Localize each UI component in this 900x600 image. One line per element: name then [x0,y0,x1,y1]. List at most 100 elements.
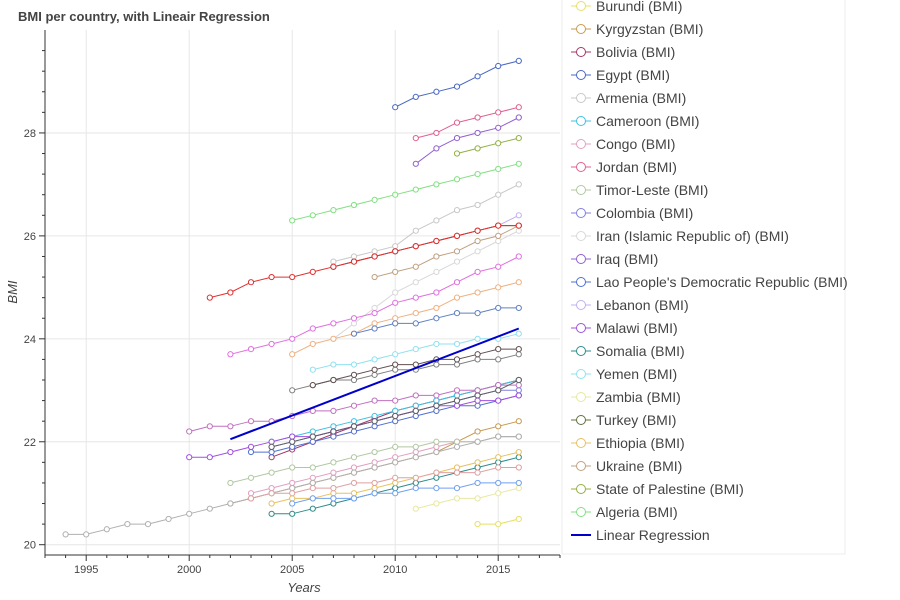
data-point [392,351,399,358]
data-point [453,397,461,404]
data-point [495,109,502,116]
data-point [474,459,481,466]
data-point [433,469,440,476]
data-point [371,423,378,430]
series-line [209,225,519,299]
data-point [371,418,378,425]
legend-item: Colombia (BMI) [571,205,693,221]
data-point [515,114,522,121]
data-point [330,263,337,270]
data-point [433,253,440,260]
data-point [186,454,193,461]
data-point [453,392,461,399]
data-point [392,474,399,481]
data-point [330,484,337,492]
data-point [350,495,358,502]
legend-swatch-marker [576,70,586,80]
data-point [371,196,378,203]
series-line [291,281,519,355]
data-point [392,443,399,451]
data-point [268,454,275,461]
series-line [251,394,519,453]
data-point [309,366,316,373]
data-point [247,418,255,425]
legend-item: Lebanon (BMI) [571,297,689,313]
data-point [412,454,419,461]
data-point [247,474,255,481]
legend-swatch-marker [576,461,586,471]
series-group [230,327,520,441]
legend-label: State of Palestine (BMI) [596,481,744,497]
data-point [495,263,502,270]
data-series [62,57,522,538]
legend-swatch-marker [576,507,586,517]
data-point [495,284,502,291]
data-point [474,521,481,528]
data-point [392,191,399,198]
data-point [371,484,378,492]
data-point [268,448,275,456]
data-point [392,490,399,497]
data-point [309,382,316,389]
data-point [453,83,461,90]
legend-swatch-marker [576,185,586,195]
data-point [227,500,234,507]
data-point [330,433,337,440]
data-point [371,490,378,497]
data-point [453,438,461,445]
data-point [433,217,440,224]
data-point [124,521,131,528]
data-point [350,330,358,337]
data-point [62,531,69,538]
data-point [289,443,296,451]
data-point [515,376,522,384]
data-point [392,243,399,250]
data-point [495,191,502,198]
data-point [392,459,399,466]
data-point [474,495,481,502]
data-point [453,207,461,214]
data-point [453,150,461,157]
data-point [453,495,461,502]
data-point [495,304,502,312]
data-point [289,217,296,224]
data-point [474,268,481,276]
data-point [453,119,461,126]
legend-label: Egypt (BMI) [596,67,670,83]
data-point [495,397,502,404]
data-point [412,484,419,492]
data-point [515,448,522,456]
data-point [350,464,358,471]
data-point [350,320,358,327]
data-point [515,181,522,188]
data-point [474,428,481,435]
legend-swatch-marker [576,484,586,494]
data-point [474,248,481,255]
y-tick-label: 22 [24,437,36,449]
data-point [350,469,358,476]
data-point [247,346,255,353]
legend-swatch-marker [576,415,586,425]
data-point [433,392,440,399]
data-point [515,484,522,492]
series-group [412,104,522,142]
data-point [350,428,358,435]
data-point [371,397,378,404]
legend-item: State of Palestine (BMI) [571,481,744,497]
data-point [515,104,522,111]
data-point [453,402,461,409]
series-group [289,279,522,358]
series-group [453,134,522,157]
data-point [330,361,337,368]
data-point [268,510,275,517]
data-point [371,366,378,373]
data-point [412,279,419,286]
legend-item: Turkey (BMI) [571,412,676,428]
data-point [495,479,502,487]
data-point [474,464,481,471]
data-point [289,500,296,507]
data-point [495,124,502,131]
data-point [474,114,481,121]
data-point [227,479,234,487]
